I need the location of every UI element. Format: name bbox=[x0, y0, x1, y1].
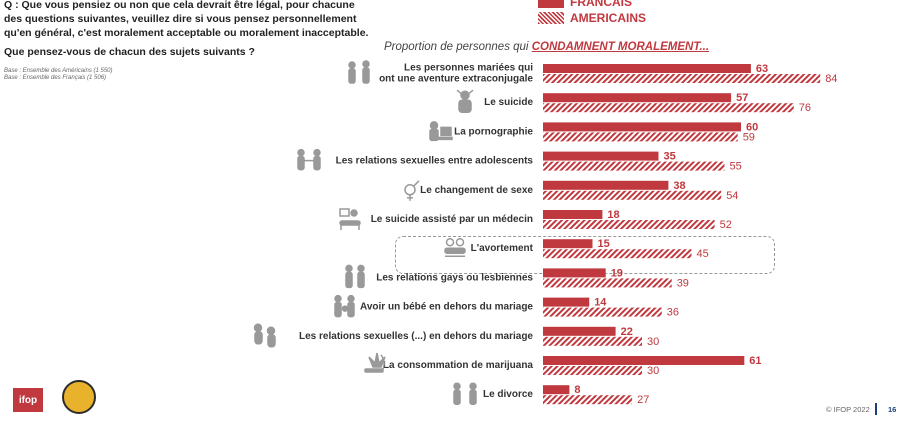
sub-question: Que pensez-vous de chacun des sujets sui… bbox=[4, 46, 255, 58]
value-label-american: 45 bbox=[697, 248, 709, 260]
gay-couple-icon bbox=[345, 264, 365, 289]
legend-swatch-solid bbox=[538, 0, 564, 8]
value-label-american: 39 bbox=[677, 277, 689, 289]
bar-american bbox=[543, 249, 692, 259]
legend-item-american: AMERICAINS bbox=[538, 10, 646, 26]
bar-french bbox=[543, 385, 570, 395]
couple-icon bbox=[348, 60, 370, 84]
footer-copyright: © IFOP 2022 bbox=[826, 405, 870, 414]
bar-french bbox=[543, 297, 590, 307]
category-label: La pornographie bbox=[454, 126, 533, 137]
bar-french bbox=[543, 151, 659, 161]
value-label-american: 55 bbox=[730, 161, 742, 173]
value-label-french: 14 bbox=[594, 297, 607, 309]
bar-french bbox=[543, 122, 741, 132]
value-label-french: 18 bbox=[607, 209, 619, 221]
bar-american bbox=[543, 103, 794, 113]
bar-american bbox=[543, 395, 633, 405]
value-label-american: 30 bbox=[647, 365, 659, 377]
bar-french bbox=[543, 326, 616, 336]
category-label: Le changement de sexe bbox=[420, 185, 533, 196]
value-label-american: 36 bbox=[667, 307, 679, 319]
question-text: Q : Que vous pensiez ou non que cela dev… bbox=[4, 0, 369, 39]
value-label-french: 57 bbox=[736, 92, 748, 104]
legend-swatch-hatched bbox=[538, 12, 564, 24]
category-label: Le suicide bbox=[484, 97, 533, 108]
value-label-french: 8 bbox=[574, 384, 580, 396]
category-label: L'avortement bbox=[471, 243, 534, 254]
value-label-american: 84 bbox=[825, 73, 837, 85]
bar-french bbox=[543, 180, 669, 190]
chart-subtitle: Proportion de personnes qui CONDAMNENT M… bbox=[384, 41, 709, 53]
bar-french bbox=[543, 210, 603, 219]
parents-baby-icon bbox=[334, 294, 355, 318]
category-label: Les relations gays ou lesbiennes bbox=[376, 272, 533, 283]
value-label-american: 52 bbox=[720, 219, 732, 231]
value-label-american: 76 bbox=[799, 102, 811, 114]
base-line-us: Base : Ensemble des Américains (1 550) bbox=[4, 68, 113, 74]
legend-label-french: FRANCAIS bbox=[570, 0, 632, 9]
category-label: Les relations sexuelles (...) en dehors … bbox=[299, 331, 533, 342]
bar-american bbox=[543, 161, 725, 171]
bar-french bbox=[543, 268, 606, 278]
category-label: Les relations sexuelles entre adolescent… bbox=[336, 156, 534, 167]
value-label-american: 27 bbox=[637, 394, 649, 406]
base-note: Base : Ensemble des Américains (1 550) B… bbox=[4, 68, 113, 82]
base-line-fr: Base : Ensemble des Français (1 506) bbox=[4, 75, 107, 81]
gender-symbol-icon bbox=[404, 180, 420, 201]
bar-french bbox=[543, 93, 732, 103]
value-label-french: 35 bbox=[664, 151, 676, 163]
bar-french bbox=[543, 239, 593, 249]
bar-american bbox=[543, 278, 672, 288]
bar-american bbox=[543, 132, 738, 142]
category-label: Avoir un bébé en dehors du mariage bbox=[360, 302, 533, 313]
bar-french bbox=[543, 64, 751, 73]
footer-divider bbox=[875, 403, 877, 415]
teen-couple-icon bbox=[297, 148, 321, 171]
bar-american bbox=[543, 336, 642, 346]
embrace-couple-icon bbox=[253, 323, 276, 348]
category-label: ont une aventure extraconjugale bbox=[379, 74, 533, 85]
bar-french bbox=[543, 356, 745, 365]
abortion-icon bbox=[444, 237, 466, 257]
value-label-american: 30 bbox=[647, 336, 659, 348]
value-label-french: 38 bbox=[673, 180, 685, 192]
distress-icon bbox=[456, 89, 474, 113]
category-label: Le suicide assisté par un médecin bbox=[371, 214, 533, 225]
value-label-french: 63 bbox=[756, 63, 768, 75]
bar-american bbox=[543, 220, 715, 229]
partner-seal-logo bbox=[62, 380, 96, 414]
category-label: La consommation de marijuana bbox=[383, 360, 533, 371]
separation-icon bbox=[453, 382, 477, 405]
legend-item-french: FRANCAIS bbox=[538, 0, 646, 10]
joint-icon bbox=[364, 352, 386, 373]
medical-bed-icon bbox=[339, 208, 361, 230]
value-label-american: 59 bbox=[743, 131, 755, 143]
value-label-american: 54 bbox=[726, 190, 738, 202]
computer-user-icon bbox=[429, 121, 453, 142]
bar-american bbox=[543, 190, 722, 200]
value-label-french: 19 bbox=[611, 267, 623, 279]
category-label: Les personnes mariées qui bbox=[404, 63, 533, 74]
value-label-french: 61 bbox=[749, 355, 761, 367]
bar-american bbox=[543, 74, 821, 83]
subtitle-emphasis: CONDAMNENT MORALEMENT... bbox=[531, 41, 710, 53]
page-number: 16 bbox=[888, 405, 897, 414]
value-label-french: 15 bbox=[598, 238, 610, 250]
bar-american bbox=[543, 366, 642, 375]
subtitle-prefix: Proportion de personnes qui bbox=[384, 41, 532, 53]
value-label-french: 22 bbox=[621, 326, 633, 338]
legend-label-american: AMERICAINS bbox=[570, 11, 647, 25]
category-label: Le divorce bbox=[483, 389, 533, 400]
chart-legend: FRANCAIS AMERICAINS bbox=[538, 0, 646, 26]
value-label-french: 60 bbox=[746, 121, 758, 133]
ifop-logo: ifop bbox=[13, 388, 43, 412]
bar-american bbox=[543, 307, 662, 317]
